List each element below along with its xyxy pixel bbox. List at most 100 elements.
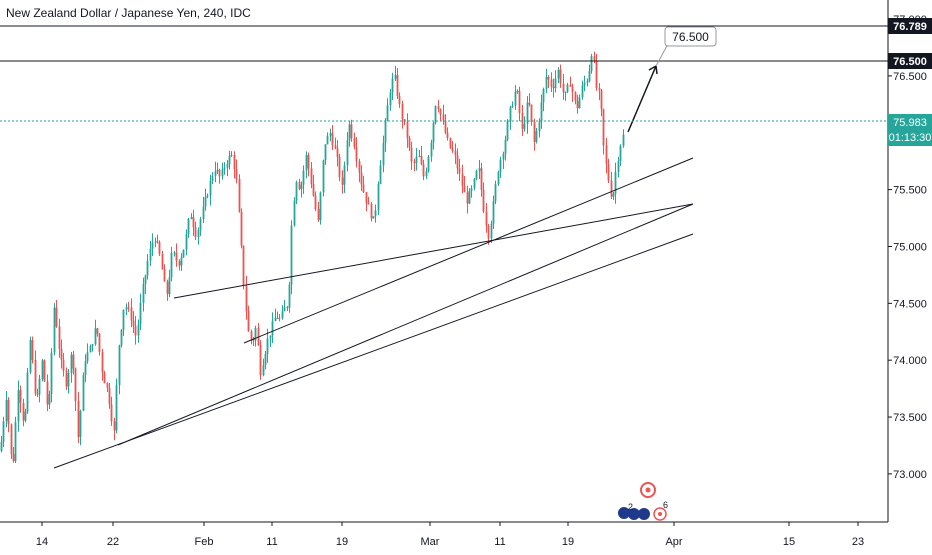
- candle-body: [576, 101, 579, 109]
- candle-body: [552, 86, 555, 89]
- candle-body: [197, 229, 200, 238]
- candle-body: [240, 211, 243, 246]
- event-flag-icon[interactable]: [628, 508, 640, 520]
- candle-body: [418, 156, 421, 158]
- callout-box[interactable]: [664, 26, 717, 47]
- candle-body: [132, 320, 135, 327]
- projection-arrow[interactable]: [627, 65, 657, 133]
- candle-body: [305, 155, 308, 171]
- trendline-ascending-channel-top[interactable]: [243, 157, 694, 344]
- candle-body: [336, 148, 339, 157]
- candle-body: [50, 352, 53, 394]
- callout-pointer: [655, 43, 669, 67]
- candle-body: [600, 90, 603, 110]
- candles: [0, 51, 625, 463]
- candle-body: [449, 138, 452, 148]
- candle-body: [370, 203, 373, 219]
- candle-body: [60, 349, 63, 360]
- time-tick-label: 19: [336, 536, 348, 548]
- candle-body: [17, 390, 20, 422]
- candle-body: [365, 192, 368, 204]
- candle-body: [382, 142, 385, 166]
- level-label-bg: [888, 53, 932, 69]
- candle-body: [542, 88, 545, 103]
- candle-body: [326, 135, 329, 145]
- candle-body: [622, 134, 625, 146]
- candle-body: [216, 169, 219, 172]
- candle-body: [276, 317, 279, 319]
- candle-body: [617, 161, 620, 172]
- candle-body: [190, 217, 193, 219]
- candle-body: [442, 114, 445, 121]
- candle-body: [427, 156, 430, 172]
- event-flag-icon[interactable]: [638, 508, 650, 520]
- candle-body: [470, 188, 473, 191]
- candle-body: [578, 97, 581, 109]
- candle-body: [283, 307, 286, 312]
- candle-body: [31, 340, 34, 360]
- candle-body: [394, 75, 397, 79]
- candle-body: [499, 159, 502, 172]
- candle-body: [91, 344, 94, 347]
- candle-body: [497, 171, 500, 185]
- candle-body: [482, 189, 485, 212]
- candle-body: [218, 169, 221, 177]
- candle-body: [511, 105, 514, 107]
- event-count-badge: 2: [628, 502, 633, 512]
- candle-body: [182, 249, 185, 258]
- candle-body: [602, 109, 605, 146]
- candle-body: [490, 223, 493, 239]
- candle-body: [533, 122, 536, 142]
- candle-body: [504, 139, 507, 154]
- event-flag-icon[interactable]: [618, 507, 630, 519]
- candle-body: [22, 403, 25, 421]
- candle-body: [403, 119, 406, 122]
- candle-body: [151, 242, 154, 249]
- drawings[interactable]: 76.500: [0, 25, 888, 469]
- candle-body: [494, 184, 497, 202]
- trendline-long-lower[interactable]: [53, 233, 694, 469]
- candle-body: [425, 171, 428, 177]
- candle-body: [252, 339, 255, 341]
- candle-body: [10, 424, 13, 454]
- candle-body: [58, 326, 61, 350]
- candle-body: [444, 120, 447, 133]
- candle-body: [202, 206, 205, 220]
- candle-body: [77, 400, 80, 438]
- candle-body: [46, 381, 49, 405]
- trendline-fan-upper[interactable]: [173, 203, 694, 299]
- candle-body: [521, 112, 524, 129]
- trendline-long-upper[interactable]: [117, 203, 694, 446]
- candle-body: [564, 91, 567, 93]
- candle-body: [317, 208, 320, 221]
- chart-title: New Zealand Dollar / Japanese Yen, 240, …: [6, 6, 251, 20]
- time-tick-label: Feb: [195, 536, 214, 548]
- candle-body: [492, 201, 495, 224]
- candle-body: [142, 284, 145, 303]
- economic-events[interactable]: 2 6: [618, 482, 668, 521]
- candle-body: [420, 156, 423, 165]
- candle-body: [413, 161, 416, 163]
- candle-body: [187, 218, 190, 235]
- candle-body: [7, 400, 10, 425]
- candle-body: [173, 252, 176, 254]
- candle-body: [38, 378, 41, 395]
- candle-body: [557, 69, 560, 79]
- time-tick-label: 19: [562, 536, 574, 548]
- candle-body: [350, 124, 353, 138]
- candle-body: [72, 354, 75, 369]
- candle-body: [614, 171, 617, 194]
- candle-body: [62, 359, 65, 371]
- candle-body: [300, 184, 303, 190]
- event-alert-dot: [645, 487, 651, 493]
- projection-arrow-head: [648, 65, 658, 75]
- candle-body: [96, 328, 99, 334]
- candle-body: [518, 91, 521, 113]
- candle-body: [406, 121, 409, 138]
- candle-body: [146, 260, 149, 276]
- candle-body: [199, 219, 202, 230]
- price-tick-label: 73.500: [893, 412, 927, 424]
